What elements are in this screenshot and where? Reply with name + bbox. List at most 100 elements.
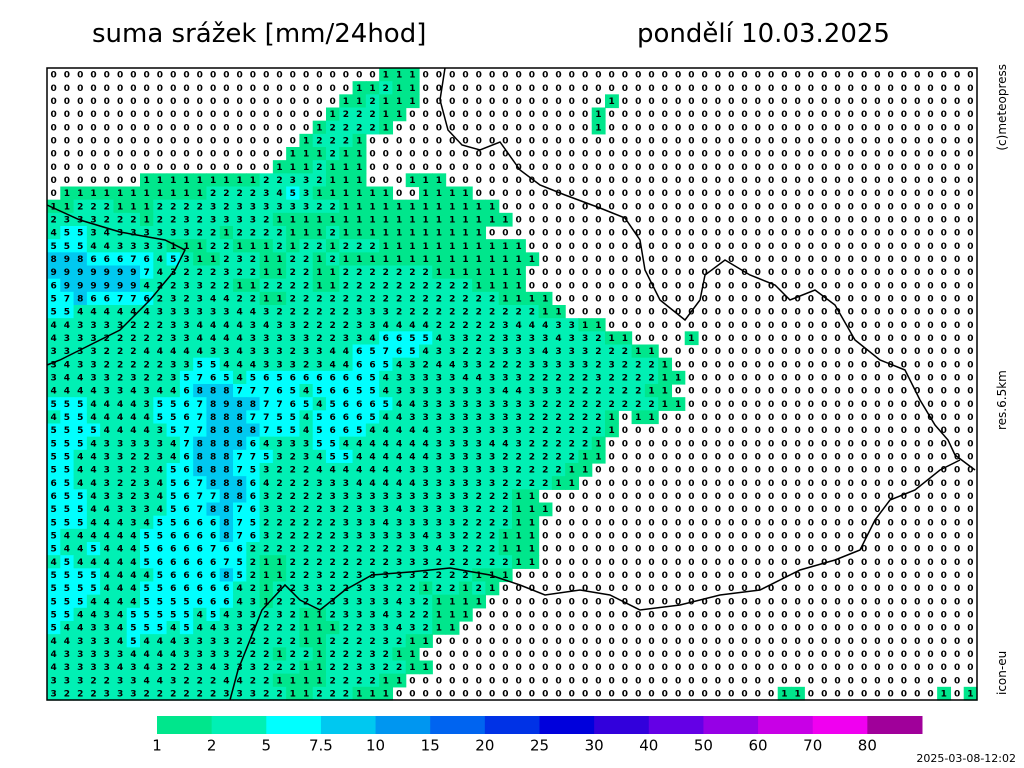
grid-value: 3 bbox=[237, 611, 243, 621]
grid-value: 5 bbox=[369, 387, 375, 397]
grid-value: 0 bbox=[595, 479, 601, 489]
grid-value: 0 bbox=[516, 663, 522, 673]
grid-value: 0 bbox=[555, 268, 561, 278]
grid-value: 2 bbox=[197, 676, 203, 686]
grid-value: 2 bbox=[250, 229, 256, 239]
grid-value: 2 bbox=[369, 268, 375, 278]
grid-value: 4 bbox=[157, 255, 163, 265]
grid-value: 0 bbox=[675, 466, 681, 476]
grid-value: 0 bbox=[741, 321, 747, 331]
grid-value: 3 bbox=[263, 189, 269, 199]
grid-value: 3 bbox=[436, 453, 442, 463]
grid-value: 0 bbox=[622, 690, 628, 700]
grid-value: 3 bbox=[462, 334, 468, 344]
grid-value: 0 bbox=[914, 453, 920, 463]
grid-value: 2 bbox=[276, 663, 282, 673]
grid-value: 0 bbox=[569, 163, 575, 173]
grid-value: 0 bbox=[369, 176, 375, 186]
grid-value: 1 bbox=[316, 123, 322, 133]
grid-value: 4 bbox=[51, 637, 57, 647]
grid-value: 0 bbox=[609, 321, 615, 331]
grid-value: 3 bbox=[104, 637, 110, 647]
grid-value: 2 bbox=[250, 255, 256, 265]
grid-cell bbox=[259, 186, 274, 201]
grid-value: 0 bbox=[675, 505, 681, 515]
grid-value: 0 bbox=[728, 295, 734, 305]
grid-value: 0 bbox=[409, 690, 415, 700]
grid-value: 0 bbox=[662, 453, 668, 463]
grid-value: 0 bbox=[941, 150, 947, 160]
grid-value: 5 bbox=[157, 413, 163, 423]
grid-value: 0 bbox=[888, 387, 894, 397]
grid-value: 2 bbox=[316, 295, 322, 305]
grid-cell bbox=[379, 107, 394, 122]
grid-value: 1 bbox=[516, 518, 522, 528]
grid-value: 0 bbox=[183, 84, 189, 94]
grid-value: 2 bbox=[648, 374, 654, 384]
grid-value: 0 bbox=[648, 163, 654, 173]
grid-value: 4 bbox=[157, 650, 163, 660]
grid-value: 0 bbox=[369, 163, 375, 173]
grid-value: 0 bbox=[489, 123, 495, 133]
grid-value: 2 bbox=[303, 295, 309, 305]
grid-value: 6 bbox=[343, 374, 349, 384]
grid-value: 2 bbox=[396, 584, 402, 594]
grid-value: 0 bbox=[795, 321, 801, 331]
grid-value: 0 bbox=[901, 545, 907, 555]
grid-value: 1 bbox=[303, 690, 309, 700]
grid-value: 5 bbox=[157, 584, 163, 594]
grid-value: 0 bbox=[848, 611, 854, 621]
grid-value: 2 bbox=[595, 360, 601, 370]
grid-value: 0 bbox=[888, 466, 894, 476]
grid-value: 0 bbox=[888, 308, 894, 318]
grid-value: 0 bbox=[768, 558, 774, 568]
grid-value: 3 bbox=[529, 334, 535, 344]
grid-cell bbox=[193, 186, 208, 201]
grid-value: 1 bbox=[688, 334, 694, 344]
grid-value: 2 bbox=[250, 189, 256, 199]
grid-value: 0 bbox=[688, 400, 694, 410]
grid-cell bbox=[299, 226, 314, 240]
grid-value: 0 bbox=[901, 400, 907, 410]
grid-value: 0 bbox=[423, 97, 429, 107]
grid-value: 1 bbox=[449, 611, 455, 621]
grid-value: 0 bbox=[914, 505, 920, 515]
grid-value: 2 bbox=[157, 321, 163, 331]
grid-value: 0 bbox=[303, 97, 309, 107]
grid-cell bbox=[392, 199, 407, 214]
grid-value: 0 bbox=[755, 676, 761, 686]
grid-value: 0 bbox=[609, 676, 615, 686]
grid-value: 2 bbox=[157, 690, 163, 700]
grid-value: 4 bbox=[210, 663, 216, 673]
grid-value: 0 bbox=[755, 347, 761, 357]
grid-value: 1 bbox=[316, 189, 322, 199]
grid-value: 0 bbox=[569, 518, 575, 528]
grid-value: 0 bbox=[901, 413, 907, 423]
grid-value: 1 bbox=[316, 676, 322, 686]
grid-value: 5 bbox=[170, 466, 176, 476]
grid-value: 2 bbox=[529, 413, 535, 423]
grid-cell bbox=[60, 226, 75, 240]
grid-value: 3 bbox=[436, 347, 442, 357]
grid-value: 0 bbox=[648, 150, 654, 160]
grid-value: 2 bbox=[476, 545, 482, 555]
grid-cell bbox=[100, 199, 115, 214]
grid-value: 0 bbox=[954, 492, 960, 502]
grid-value: 3 bbox=[263, 505, 269, 515]
grid-value: 0 bbox=[954, 150, 960, 160]
grid-value: 0 bbox=[821, 71, 827, 81]
grid-value: 2 bbox=[197, 690, 203, 700]
grid-value: 0 bbox=[609, 216, 615, 226]
grid-value: 1 bbox=[529, 545, 535, 555]
grid-cell bbox=[286, 239, 301, 253]
grid-value: 1 bbox=[569, 466, 575, 476]
grid-value: 0 bbox=[728, 97, 734, 107]
grid-value: 0 bbox=[662, 426, 668, 436]
grid-value: 2 bbox=[343, 123, 349, 133]
grid-value: 2 bbox=[330, 308, 336, 318]
grid-value: 3 bbox=[409, 505, 415, 515]
grid-cell bbox=[405, 68, 420, 82]
grid-value: 0 bbox=[675, 123, 681, 133]
grid-value: 0 bbox=[542, 189, 548, 199]
grid-value: 3 bbox=[529, 400, 535, 410]
